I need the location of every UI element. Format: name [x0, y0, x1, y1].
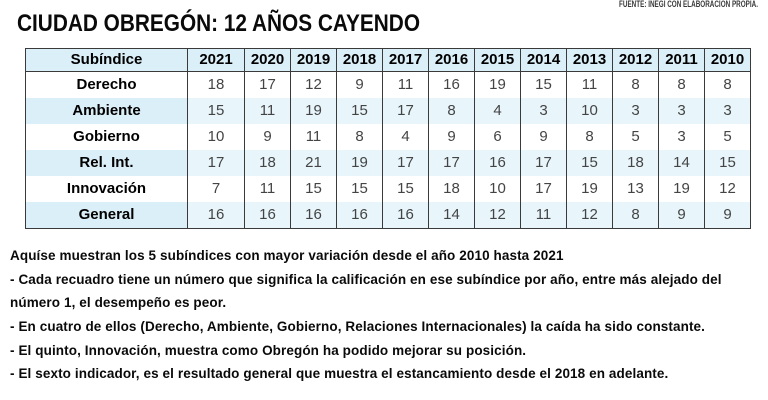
- svg-text:FUENTE: INEGI CON ELABORACIÓN: FUENTE: INEGI CON ELABORACIÓN PROPIA.: [619, 0, 758, 9]
